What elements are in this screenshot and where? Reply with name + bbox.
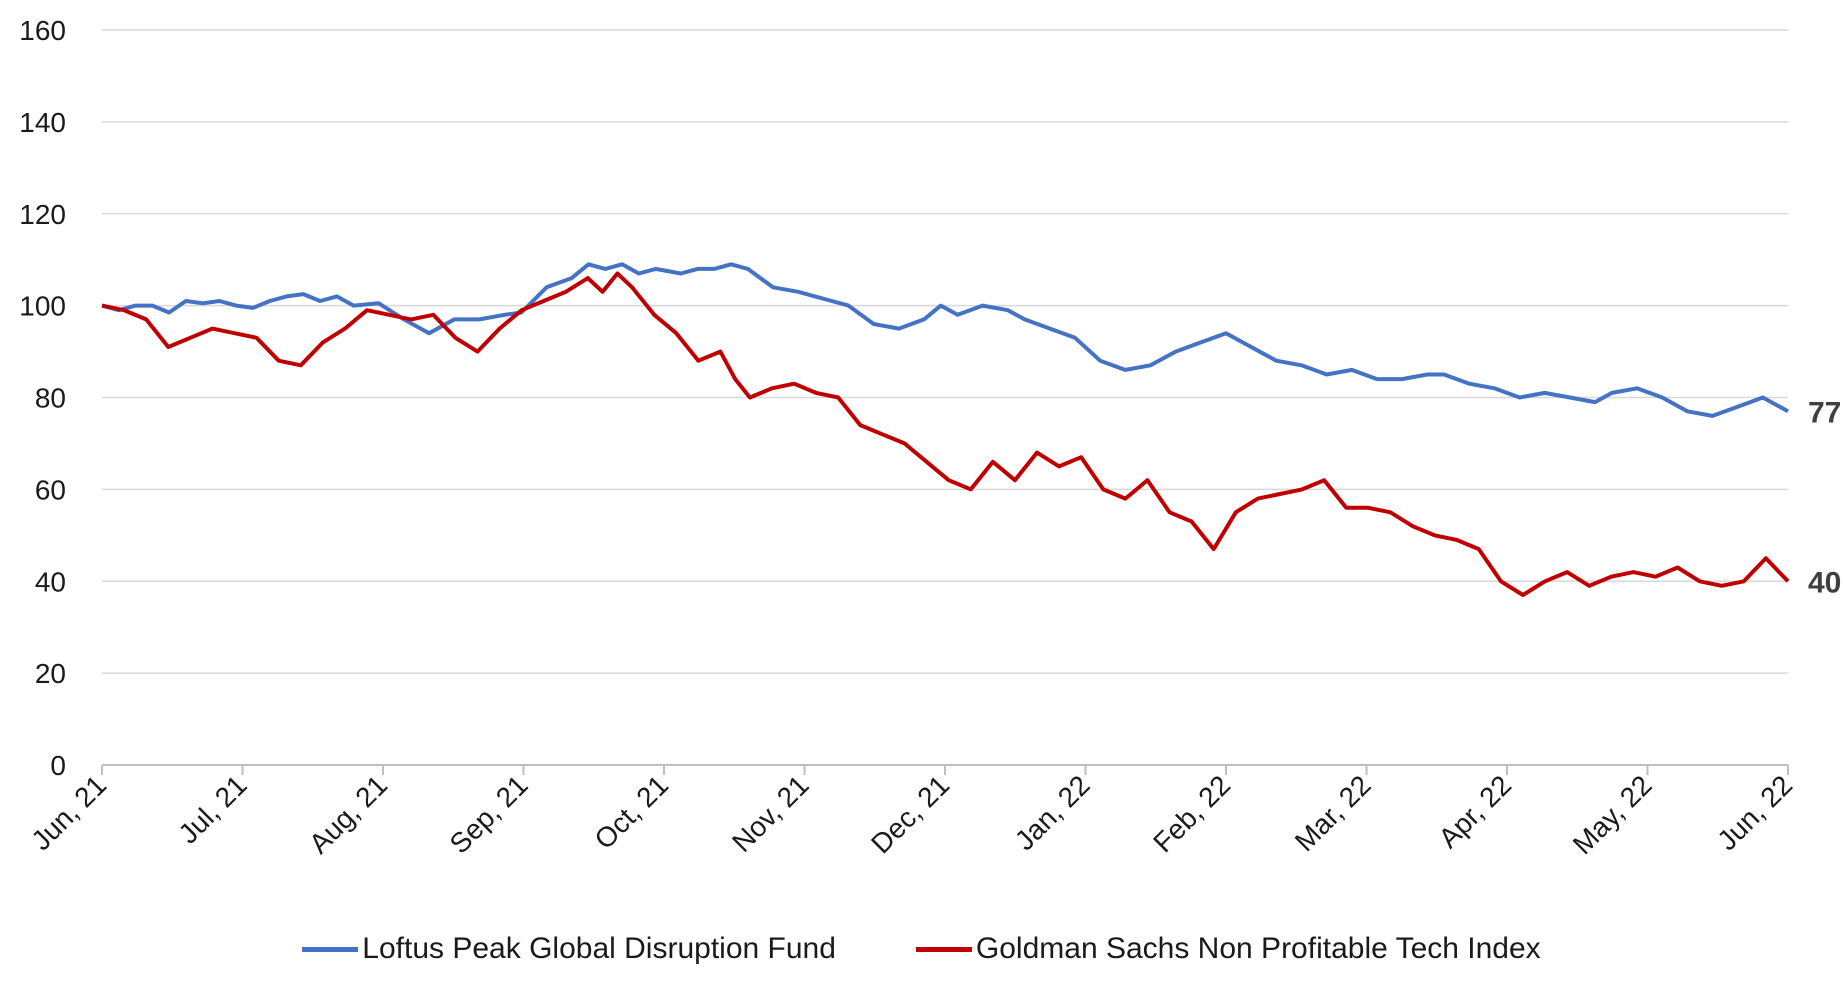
x-tick-label: Mar, 22 bbox=[1289, 769, 1377, 857]
y-tick-label: 80 bbox=[35, 383, 66, 414]
y-tick-label: 20 bbox=[35, 658, 66, 689]
y-tick-label: 100 bbox=[19, 291, 66, 322]
x-axis-tick-labels: Jun, 21 Jul, 21 Aug, 21 Sep, 21 Oct, 21 Nov, … bbox=[25, 769, 1798, 860]
y-axis-tick-labels: 0 20 40 60 80 100 120 140 160 bbox=[19, 15, 66, 781]
y-tick-label: 120 bbox=[19, 199, 66, 230]
x-tick-label: Aug, 21 bbox=[303, 769, 393, 859]
x-tick-label: Feb, 22 bbox=[1147, 769, 1236, 858]
legend-label-goldman: Goldman Sachs Non Profitable Tech Index bbox=[975, 932, 1541, 965]
x-tick-label: Jun, 21 bbox=[25, 769, 112, 856]
legend-item-loftus: Loftus Peak Global Disruption Fund bbox=[302, 932, 836, 966]
gridlines bbox=[102, 29, 1788, 674]
y-tick-label: 160 bbox=[19, 15, 66, 46]
series-line-1 bbox=[101, 271, 1790, 597]
legend: Loftus Peak Global Disruption Fund Goldm… bbox=[0, 932, 1843, 966]
series-lines bbox=[101, 262, 1790, 597]
x-tick-label: Jul, 21 bbox=[172, 769, 252, 849]
y-tick-label: 0 bbox=[50, 750, 66, 781]
end-label-0: 77 bbox=[1808, 396, 1841, 429]
x-tick-label: Dec, 21 bbox=[865, 769, 955, 859]
legend-swatch-loftus bbox=[302, 946, 359, 952]
y-tick-label: 40 bbox=[35, 566, 66, 597]
x-tick-label: Apr, 22 bbox=[1433, 769, 1518, 854]
y-tick-label: 60 bbox=[35, 474, 66, 505]
x-tick-label: Jun, 22 bbox=[1711, 769, 1798, 856]
end-label-1: 40 bbox=[1808, 566, 1841, 599]
x-tick-label: Jan, 22 bbox=[1009, 769, 1096, 856]
y-tick-label: 140 bbox=[19, 107, 66, 138]
legend-item-goldman: Goldman Sachs Non Profitable Tech Index bbox=[915, 932, 1541, 966]
legend-swatch-goldman bbox=[915, 946, 972, 952]
x-tick-label: Oct, 21 bbox=[588, 769, 674, 855]
legend-label-loftus: Loftus Peak Global Disruption Fund bbox=[362, 932, 836, 965]
x-tick-label: Sep, 21 bbox=[444, 769, 534, 859]
x-tick-label: Nov, 21 bbox=[726, 769, 815, 858]
x-axis bbox=[101, 764, 1789, 775]
series-line-0 bbox=[101, 262, 1789, 418]
end-value-labels: 77 40 bbox=[1808, 396, 1841, 599]
x-tick-label: May, 22 bbox=[1567, 769, 1658, 860]
